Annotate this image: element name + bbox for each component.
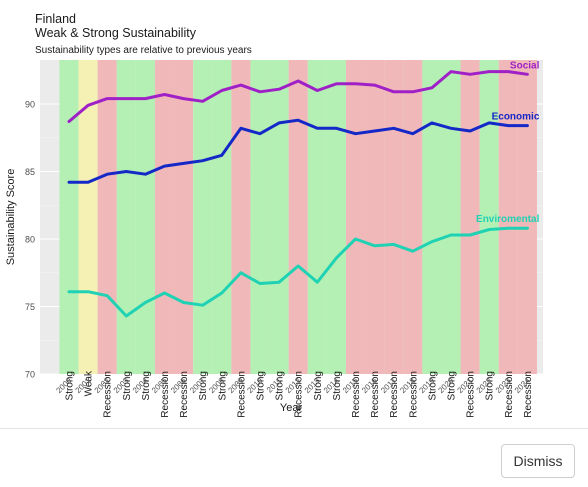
band-label: Recession [236, 371, 247, 418]
band-strong [250, 60, 270, 374]
dismiss-button[interactable]: Dismiss [501, 444, 575, 478]
band-strong [479, 60, 499, 374]
band-label: Strong [275, 371, 286, 400]
y-tick-label: 75 [25, 302, 35, 312]
band-recession [154, 60, 175, 374]
y-tick-label: 70 [25, 370, 35, 380]
band-label: Recession [351, 371, 362, 418]
band-label: Recession [160, 371, 171, 418]
band-strong [441, 60, 461, 374]
band-label: Recession [466, 371, 477, 418]
band-label: Recession [294, 371, 305, 418]
band-strong [422, 60, 442, 374]
band-label: Strong [141, 371, 152, 400]
band-label: Weak [84, 370, 95, 396]
chart-subtitle: Sustainability types are relative to pre… [35, 45, 252, 56]
series-line-economic [67, 118, 529, 184]
band-recession [517, 60, 537, 374]
line-layer: Social Economic Enviromental [67, 60, 540, 318]
band-recession [498, 60, 518, 374]
band-label: Strong [332, 371, 343, 400]
band-strong [135, 60, 155, 374]
band-strong [269, 60, 289, 374]
band-recession [365, 60, 385, 374]
y-tick-label: 80 [25, 235, 35, 245]
sustainability-chart: Finland Weak & Strong Sustainability Sus… [5, 12, 543, 418]
band-strong [193, 60, 213, 374]
band-label: Recession [408, 371, 419, 418]
y-tick-label: 85 [25, 167, 35, 177]
band-recession [345, 60, 366, 374]
y-tick-labels: 70 75 80 85 90 [25, 100, 35, 380]
band-recession [384, 60, 404, 374]
band-label: Recession [504, 371, 515, 418]
band-label: Strong [217, 371, 228, 400]
band-strong [59, 60, 79, 374]
band-recession [97, 60, 117, 374]
band-label: Recession [370, 371, 381, 418]
series-line-enviromental [67, 226, 529, 318]
series-label-social: Social [510, 60, 540, 71]
chart-title: Finland [35, 12, 76, 26]
band-strong [307, 60, 327, 374]
band-label: Strong [485, 371, 496, 400]
band-recession [288, 60, 308, 374]
band-strong [212, 60, 232, 374]
band-recession [403, 60, 423, 374]
band-label: Strong [427, 371, 438, 400]
x-axis-label: Year [280, 402, 303, 414]
series-label-enviromental: Enviromental [476, 214, 540, 225]
band-label: Recession [103, 371, 114, 418]
chart-title-line2: Weak & Strong Sustainability [35, 26, 197, 40]
band-recession [460, 60, 480, 374]
band-weak [78, 60, 98, 374]
band-recession [174, 60, 194, 374]
band-strong [326, 60, 346, 374]
band-strong [116, 60, 136, 374]
band-label: Recession [179, 371, 190, 418]
series-label-economic: Economic [492, 112, 540, 123]
band-label: Strong [65, 371, 76, 400]
band-label: Strong [447, 371, 458, 400]
band-label: Recession [389, 371, 400, 418]
band-layer: Strong Weak Recession Strong Strong Recession… [59, 60, 537, 418]
series-line-social [67, 70, 529, 123]
band-label: Strong [313, 371, 324, 400]
band-label: Recession [523, 371, 534, 418]
y-axis-label: Sustainability Score [5, 169, 17, 266]
band-label: Strong [122, 371, 133, 400]
y-tick-label: 90 [25, 100, 35, 110]
band-label: Strong [198, 371, 209, 400]
footer-divider [0, 428, 588, 429]
band-label: Strong [256, 371, 267, 400]
band-recession [231, 60, 251, 374]
